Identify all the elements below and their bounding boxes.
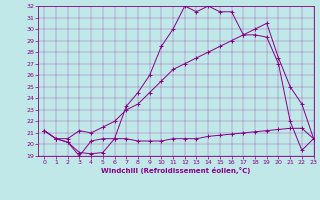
X-axis label: Windchill (Refroidissement éolien,°C): Windchill (Refroidissement éolien,°C) bbox=[101, 167, 251, 174]
